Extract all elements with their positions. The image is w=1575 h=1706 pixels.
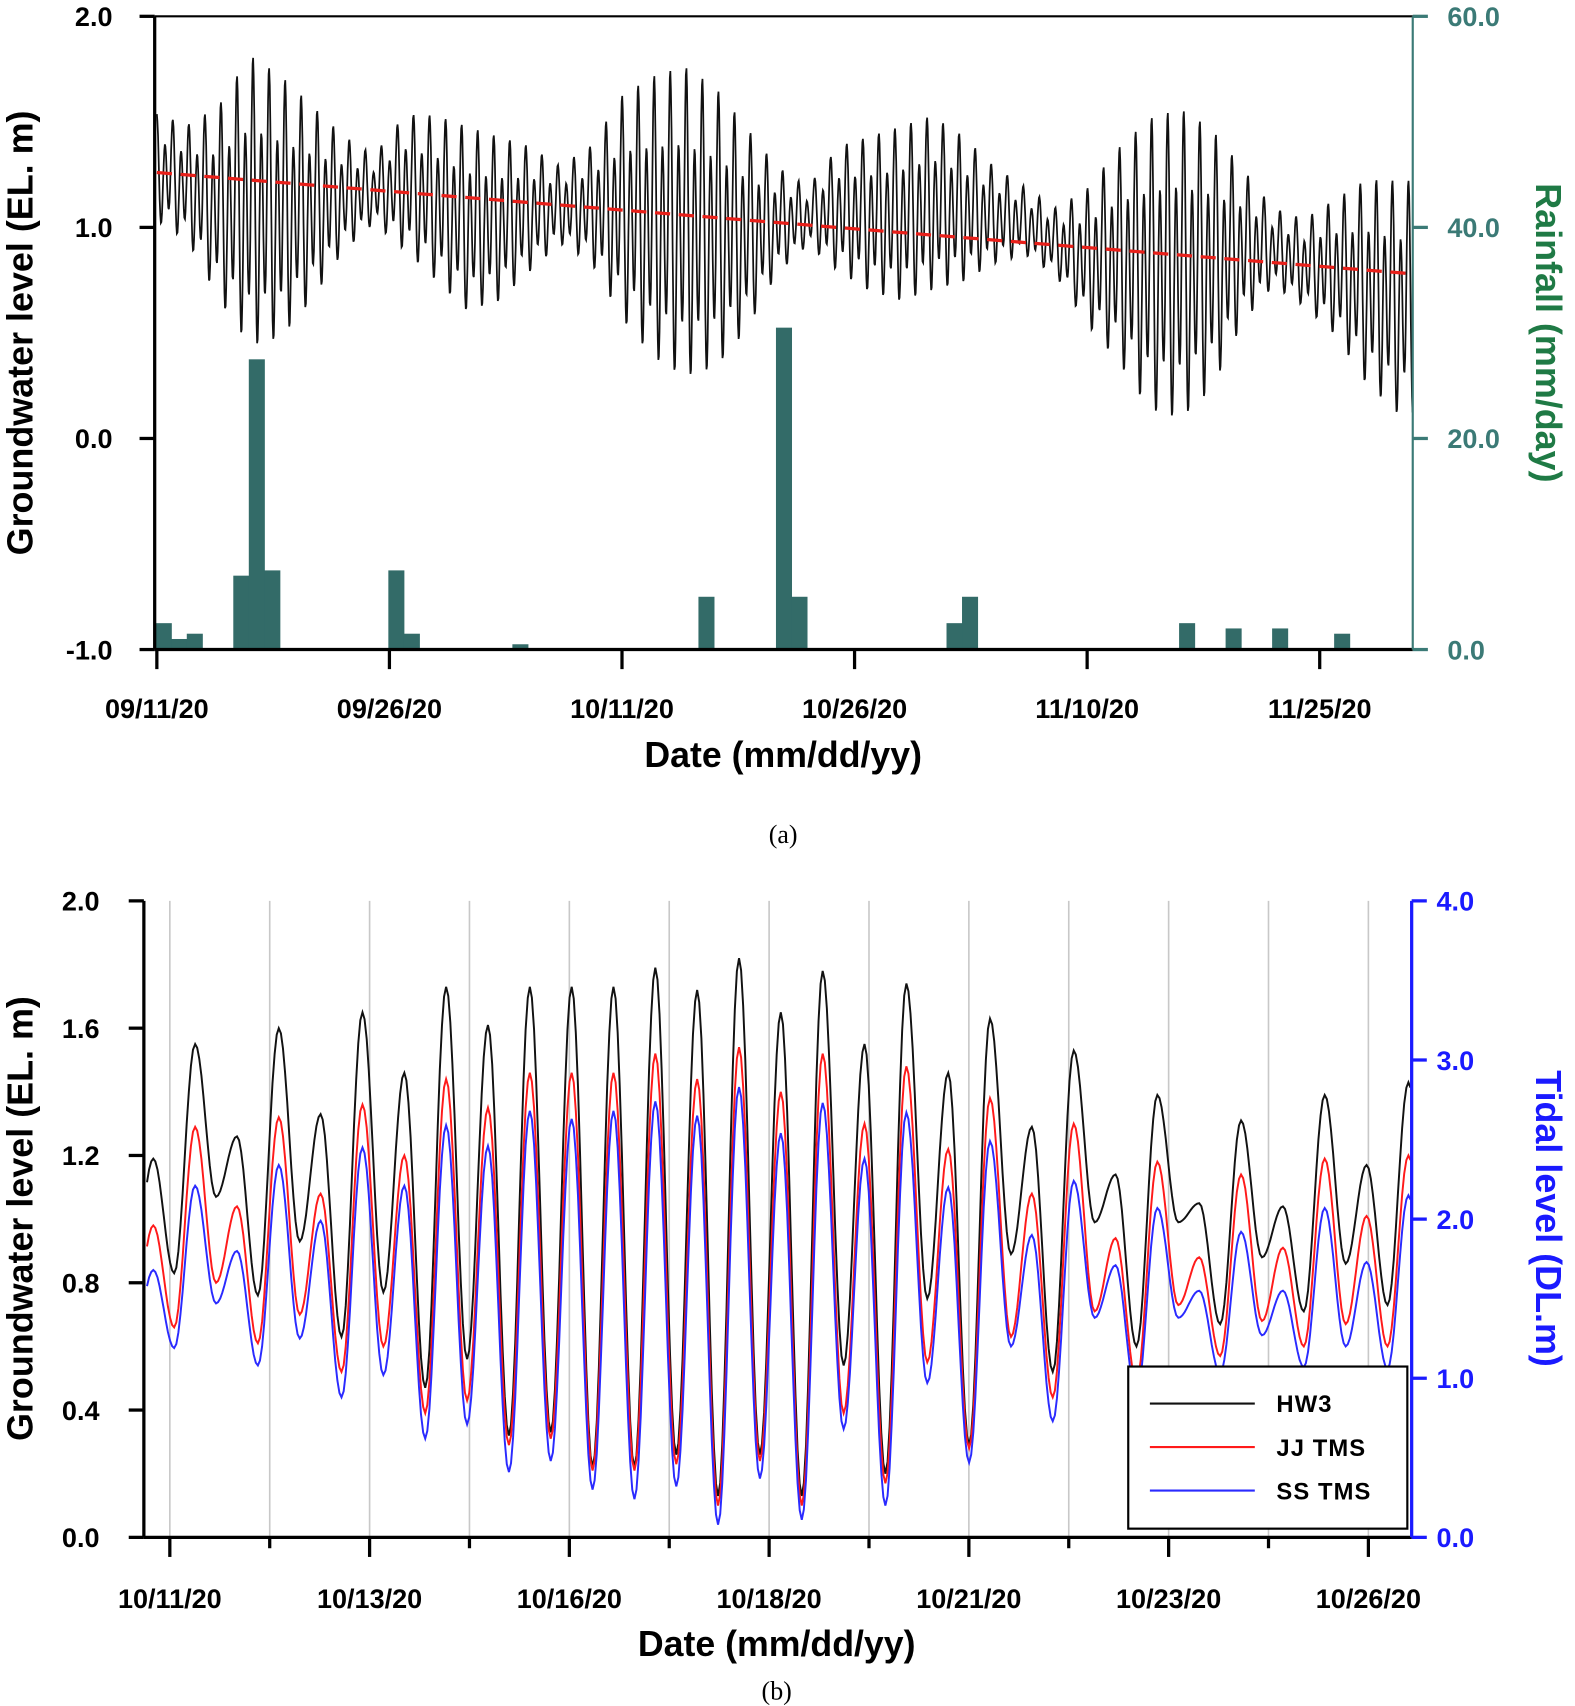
rainfall-bar bbox=[946, 623, 963, 650]
rainfall-bar bbox=[155, 623, 172, 650]
rainfall-bar bbox=[1334, 633, 1351, 650]
chart-b: 2.0 1.6 1.2 0.8 0.4 0.0 4.0 3.0 2.0 1.0 0.0 10/11/2… bbox=[1, 886, 1568, 1706]
y2-tick-label: 0.0 bbox=[1447, 634, 1485, 665]
y-tick-label: 0.0 bbox=[75, 423, 113, 454]
x-axis-title: Date (mm/dd/yy) bbox=[644, 735, 922, 775]
y2-tick-label: 4.0 bbox=[1437, 886, 1475, 917]
x-tick-label: 10/18/20 bbox=[716, 1583, 821, 1614]
y2-tick-label: 0.0 bbox=[1437, 1522, 1475, 1553]
y-tick-label: 1.6 bbox=[62, 1013, 100, 1044]
y-tick-label: 0.8 bbox=[62, 1267, 100, 1298]
rainfall-bar bbox=[698, 596, 715, 650]
series-line-hw3 bbox=[146, 957, 1412, 1497]
y-tick-label: 1.2 bbox=[62, 1140, 100, 1171]
y2-tick-label: 3.0 bbox=[1437, 1045, 1475, 1076]
y-tick-label: 0.4 bbox=[62, 1395, 100, 1426]
x-tick-label: 11/10/20 bbox=[1035, 693, 1139, 724]
y2-tick-label: 40.0 bbox=[1447, 212, 1500, 243]
rainfall-bar bbox=[233, 575, 250, 650]
rainfall-bar bbox=[171, 638, 188, 650]
x-tick-label: 10/16/20 bbox=[517, 1583, 622, 1614]
rainfall-bar bbox=[1179, 623, 1196, 650]
rainfall-bar bbox=[791, 596, 808, 650]
y2-tick-label: 20.0 bbox=[1447, 423, 1500, 454]
panel-caption: (a) bbox=[769, 820, 798, 849]
x-tick-label: 10/23/20 bbox=[1116, 1583, 1221, 1614]
trend-line bbox=[156, 170, 1413, 276]
series-line-ss-tms bbox=[146, 1086, 1412, 1525]
rainfall-bar bbox=[512, 644, 529, 650]
x-tick-label: 10/26/20 bbox=[802, 693, 907, 724]
legend-label: SS TMS bbox=[1276, 1478, 1371, 1505]
y-axis-title: Groundwater level (EL. m) bbox=[1, 996, 41, 1441]
y-tick-label: 1.0 bbox=[75, 212, 113, 243]
x-tick-label: 09/26/20 bbox=[337, 693, 442, 724]
rainfall-bar bbox=[962, 596, 979, 650]
rainfall-bar bbox=[403, 633, 420, 650]
x-tick-label: 10/11/20 bbox=[118, 1583, 222, 1614]
chart-a: 2.0 1.0 0.0 -1.0 60.0 40.0 20.0 0.0 09/11/20 09/2… bbox=[1, 1, 1568, 849]
y2-tick-label: 60.0 bbox=[1447, 1, 1500, 32]
x-tick-label: 10/13/20 bbox=[317, 1583, 422, 1614]
y2-axis-title: Tidal level (DL.m) bbox=[1528, 1070, 1568, 1367]
rainfall-bar bbox=[264, 570, 281, 650]
rainfall-bar bbox=[388, 570, 405, 650]
rainfall-bar bbox=[1225, 628, 1242, 650]
x-tick-label: 09/11/20 bbox=[105, 693, 209, 724]
x-tick-label: 11/25/20 bbox=[1268, 693, 1372, 724]
y-tick-label: 0.0 bbox=[62, 1522, 100, 1553]
x-tick-label: 10/11/20 bbox=[570, 693, 674, 724]
y-tick-label: 2.0 bbox=[62, 886, 100, 917]
panel-caption: (b) bbox=[762, 1676, 792, 1705]
y2-tick-label: 2.0 bbox=[1437, 1204, 1475, 1235]
rainfall-bar bbox=[775, 327, 793, 650]
y2-tick-label: 1.0 bbox=[1437, 1363, 1475, 1394]
legend-label: HW3 bbox=[1276, 1391, 1332, 1418]
y-tick-label: 2.0 bbox=[75, 1, 113, 32]
legend: HW3 JJ TMS SS TMS bbox=[1127, 1365, 1409, 1530]
groundwater-line bbox=[155, 57, 1414, 416]
x-axis-title: Date (mm/dd/yy) bbox=[638, 1624, 916, 1664]
x-tick-label: 10/21/20 bbox=[916, 1583, 1021, 1614]
rainfall-bar bbox=[186, 633, 203, 650]
y-axis-title: Groundwater level (EL. m) bbox=[1, 111, 41, 556]
series-line-jj-tms bbox=[146, 1047, 1412, 1506]
rainfall-bar bbox=[248, 359, 265, 650]
rainfall-bar bbox=[1272, 628, 1289, 650]
x-tick-label: 10/26/20 bbox=[1316, 1583, 1421, 1614]
y-tick-label: -1.0 bbox=[66, 634, 113, 665]
legend-label: JJ TMS bbox=[1276, 1435, 1366, 1462]
y2-axis-title: Rainfall (mm/day) bbox=[1528, 183, 1568, 482]
